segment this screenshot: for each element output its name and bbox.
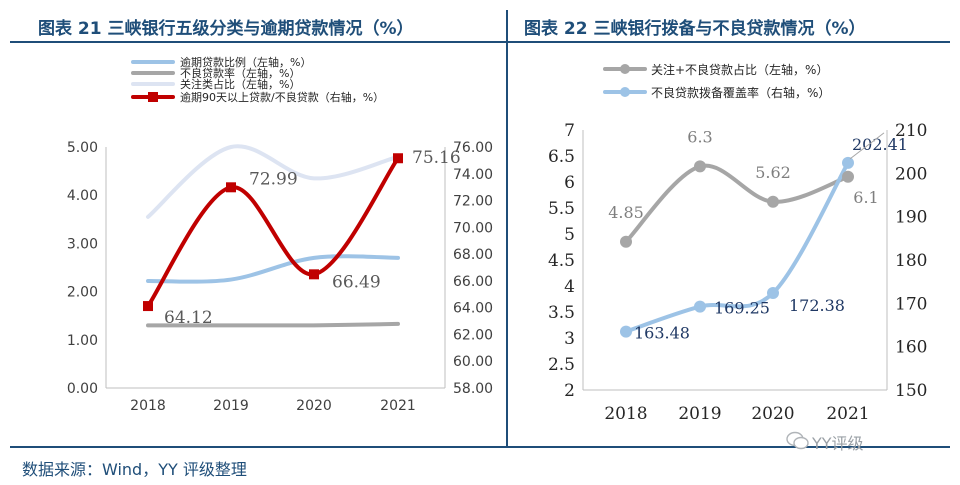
chart2-left-tick-label: 4.5 bbox=[548, 251, 575, 271]
chart2-legend-0-marker bbox=[620, 64, 630, 74]
watermark: YY评级 bbox=[812, 434, 864, 453]
chart2-series-1-line bbox=[625, 161, 850, 334]
chart2-right-tick-label: 170 bbox=[895, 294, 927, 314]
chart1-left-tick-label: 1.00 bbox=[67, 333, 98, 349]
chart1-data-label: 66.49 bbox=[332, 272, 381, 292]
chart2-series-0-point bbox=[620, 235, 632, 248]
chart1-right-tick-label: 64.00 bbox=[453, 301, 493, 317]
source-note: 数据来源：Wind，YY 评级整理 bbox=[22, 460, 247, 479]
chart1-right-tick-label: 60.00 bbox=[453, 354, 493, 370]
chart1-data-label: 75.16 bbox=[412, 148, 461, 168]
chart2-right-tick-label: 180 bbox=[895, 251, 927, 271]
chart2-series-0-line bbox=[624, 163, 849, 244]
chart1-x-tick-label: 2018 bbox=[130, 398, 166, 414]
chart1-series-3-point bbox=[309, 269, 319, 280]
chart1-series-3-point bbox=[226, 182, 236, 193]
chart2-legend-1-marker bbox=[620, 87, 630, 97]
chart2-series-0-point bbox=[767, 195, 779, 208]
chart1-right-tick-label: 66.00 bbox=[453, 274, 493, 290]
wechat-icon bbox=[786, 431, 809, 450]
chart2-x-tick-label: 2018 bbox=[604, 404, 647, 424]
chart1-x-tick-label: 2020 bbox=[296, 398, 332, 414]
chart1-right-tick-label: 74.00 bbox=[453, 167, 493, 183]
chart2-series-1-label: 169.25 bbox=[714, 299, 770, 318]
chart2-left-tick-label: 6 bbox=[564, 173, 575, 193]
chart2-left-tick-label: 5 bbox=[564, 225, 575, 245]
chart1-left-tick-label: 0.00 bbox=[67, 381, 98, 397]
chart2-series-0-point bbox=[842, 170, 854, 183]
chart1-title: 图表 21 三峡银行五级分类与逾期贷款情况（%） bbox=[38, 19, 414, 39]
chart2-left-tick-label: 3.5 bbox=[548, 303, 575, 323]
chart1-right-tick-label: 68.00 bbox=[453, 247, 493, 263]
chart2-left-tick-label: 3 bbox=[564, 329, 575, 349]
chart1-left-tick-label: 2.00 bbox=[67, 285, 98, 301]
chart1-series-1-line bbox=[146, 321, 400, 328]
chart1-series-3-point bbox=[393, 153, 403, 164]
chart2-legend-label: 不良贷款拨备覆盖率（右轴，%） bbox=[651, 85, 830, 100]
chart2-series-1-point bbox=[842, 156, 854, 169]
chart2-series-1-label: 202.41 bbox=[852, 135, 908, 154]
chart2-left-tick-label: 6.5 bbox=[548, 147, 575, 167]
chart2-left-tick-label: 5.5 bbox=[548, 199, 575, 219]
chart2-left-tick-label: 2 bbox=[564, 381, 575, 401]
chart1-left-tick-label: 4.00 bbox=[67, 188, 98, 204]
chart1-legend-3-marker bbox=[148, 92, 158, 102]
chart2-series-1-label: 163.48 bbox=[634, 324, 690, 343]
footer-rule bbox=[10, 446, 950, 448]
chart1-right-tick-label: 58.00 bbox=[453, 381, 493, 397]
chart2-label-leader bbox=[849, 132, 885, 160]
chart1-legend-label: 逾期贷款比例（左轴，%） bbox=[180, 55, 311, 69]
chart2-right-tick-label: 190 bbox=[895, 208, 927, 228]
chart1-series-3-line bbox=[146, 157, 400, 308]
panel-divider bbox=[506, 10, 508, 446]
chart2-right-tick-label: 200 bbox=[895, 164, 927, 184]
chart1-right-tick-label: 72.00 bbox=[453, 194, 493, 210]
title-underline bbox=[10, 41, 950, 43]
chart1-series-2-line bbox=[146, 144, 400, 219]
chart2-series-0-point bbox=[694, 160, 706, 173]
chart2-series-0-label: 5.62 bbox=[755, 163, 791, 182]
chart2-left-tick-label: 2.5 bbox=[548, 355, 575, 375]
chart1-right-tick-label: 70.00 bbox=[453, 220, 493, 236]
chart2-x-tick-label: 2020 bbox=[751, 404, 794, 424]
chart1-data-label: 64.12 bbox=[164, 308, 213, 328]
chart1-legend-label: 不良贷款率（左轴，%） bbox=[180, 66, 300, 80]
chart2-series-0-label: 6.1 bbox=[853, 188, 878, 207]
chart2-left-tick-label: 4 bbox=[564, 277, 575, 297]
chart2-x-tick-label: 2021 bbox=[826, 404, 869, 424]
chart1-legend-label: 逾期90天以上贷款/不良贷款（右轴，%） bbox=[180, 90, 384, 104]
chart2-title: 图表 22 三峡银行拨备与不良贷款情况（%） bbox=[524, 19, 866, 39]
chart1-right-tick-label: 62.00 bbox=[453, 327, 493, 343]
chart1-left-tick-label: 3.00 bbox=[67, 236, 98, 252]
chart1-x-tick-label: 2019 bbox=[213, 398, 249, 414]
chart1-series-3-point bbox=[143, 301, 153, 312]
chart2-series-0-label: 6.3 bbox=[687, 127, 712, 146]
chart1-series-0-line bbox=[146, 254, 400, 284]
chart1-left-tick-label: 5.00 bbox=[67, 140, 98, 156]
chart1-x-tick-label: 2021 bbox=[380, 398, 416, 414]
chart2-series-1-point bbox=[694, 300, 706, 313]
chart2-series-0-label: 4.85 bbox=[608, 203, 644, 222]
chart2-series-1-label: 172.38 bbox=[789, 296, 845, 315]
chart2-series-1-point bbox=[767, 287, 779, 300]
chart2-x-tick-label: 2019 bbox=[678, 404, 721, 424]
chart2-left-tick-label: 7 bbox=[564, 121, 575, 141]
chart2-series-1-point bbox=[620, 325, 632, 338]
chart1-legend-label: 关注类占比（左轴，%） bbox=[180, 77, 300, 91]
chart2-legend-label: 关注+不良贷款占比（左轴，%） bbox=[651, 62, 828, 77]
chart2-right-tick-label: 210 bbox=[895, 121, 927, 141]
chart2-right-tick-label: 150 bbox=[895, 381, 927, 401]
chart1-data-label: 72.99 bbox=[249, 169, 298, 189]
chart1-right-tick-label: 76.00 bbox=[453, 140, 493, 156]
chart2-right-tick-label: 160 bbox=[895, 338, 927, 358]
